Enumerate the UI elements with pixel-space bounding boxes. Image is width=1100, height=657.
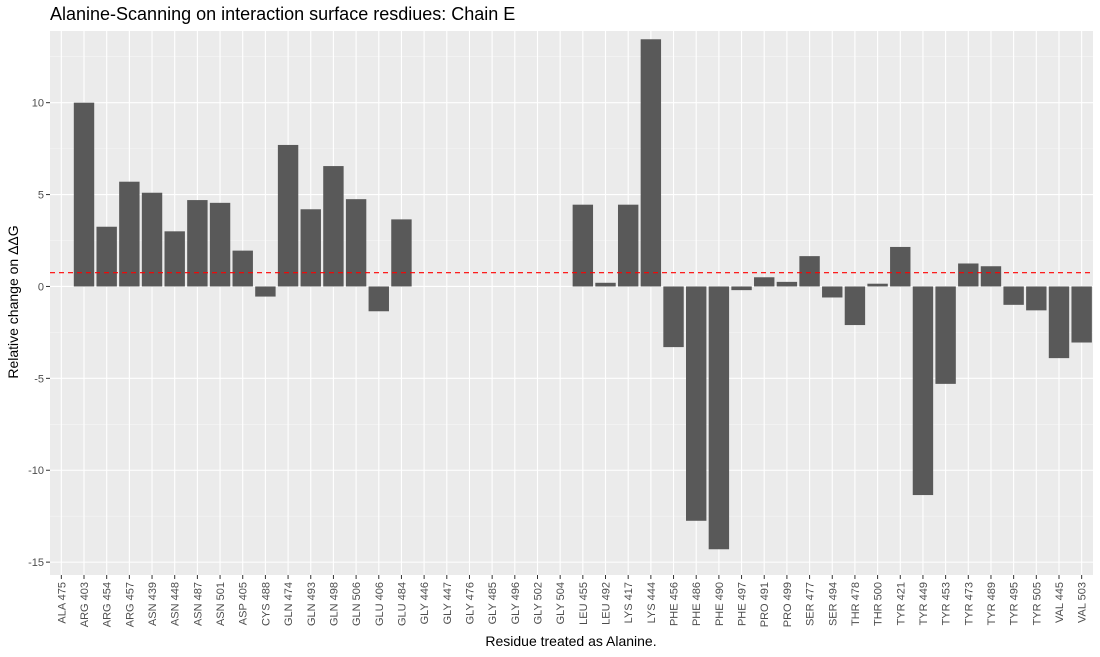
bar — [255, 286, 276, 297]
bar — [776, 281, 798, 287]
x-tick-label: ASN 448 — [170, 582, 182, 626]
x-tick-label: TYR 453 — [941, 582, 953, 625]
x-tick-label: GLY 446 — [419, 582, 431, 624]
bar — [232, 250, 253, 287]
bar — [391, 219, 412, 287]
bar — [1071, 286, 1092, 343]
x-tick-label: GLU 406 — [374, 582, 386, 626]
x-tick-label: VAL 503 — [1077, 582, 1089, 623]
chart-title: Alanine-Scanning on interaction surface … — [50, 4, 515, 24]
x-tick-label: VAL 445 — [1054, 582, 1066, 623]
x-tick-label: TYR 495 — [1009, 582, 1021, 625]
bar — [300, 209, 321, 287]
bar — [686, 286, 707, 521]
bar — [323, 166, 344, 287]
y-tick-label: -15 — [28, 557, 44, 569]
x-tick-label: TYR 489 — [986, 582, 998, 625]
x-tick-label: PHE 497 — [737, 582, 749, 626]
x-tick-label: PRO 499 — [782, 582, 794, 627]
bar — [345, 199, 367, 287]
x-tick-label: ASP 405 — [238, 582, 250, 625]
bar — [935, 286, 956, 384]
bar — [980, 266, 1002, 287]
y-tick-label: -10 — [28, 465, 44, 477]
x-tick-label: CYS 488 — [260, 582, 272, 626]
x-tick-label: ARG 403 — [79, 582, 91, 627]
bar — [731, 286, 752, 291]
x-tick-label: GLU 484 — [396, 582, 408, 626]
grid-lines — [50, 31, 1093, 575]
y-axis: -15 -10 -5 0 5 10 — [28, 98, 50, 569]
x-tick-label: TYR 449 — [918, 582, 930, 625]
bar — [119, 181, 140, 287]
x-tick-label: PRO 491 — [759, 582, 771, 627]
bar — [822, 286, 843, 298]
bar — [708, 286, 730, 550]
x-axis-title: Residue treated as Alanine. — [485, 633, 656, 649]
x-tick-label: LYS 417 — [623, 582, 635, 623]
bar — [640, 39, 662, 287]
x-tick-label: THR 478 — [850, 582, 862, 626]
x-tick-label: GLN 506 — [351, 582, 363, 626]
x-tick-label: SER 477 — [805, 582, 817, 626]
bar — [368, 286, 389, 312]
x-tick-label: GLY 485 — [487, 582, 499, 624]
y-tick-label: -5 — [34, 373, 44, 385]
x-tick-label: GLY 504 — [555, 582, 567, 624]
x-tick-label: GLN 474 — [283, 582, 295, 626]
x-tick-label: SER 494 — [827, 582, 839, 626]
bar — [1048, 286, 1070, 359]
bar — [209, 202, 231, 287]
x-tick-label: GLN 493 — [306, 582, 318, 626]
bar — [754, 277, 775, 287]
bar — [141, 192, 163, 287]
x-tick-label: GLY 476 — [464, 582, 476, 624]
y-tick-label: 10 — [32, 98, 44, 110]
x-tick-label: LEU 492 — [601, 582, 613, 625]
x-tick-label: PHE 456 — [669, 582, 681, 626]
x-tick-label: GLY 502 — [532, 582, 544, 624]
x-tick-label: ASN 487 — [192, 582, 204, 626]
bar — [799, 256, 820, 287]
bar — [595, 282, 616, 287]
x-tick-label: GLY 496 — [510, 582, 522, 624]
y-axis-title: Relative change on ΔΔG — [5, 225, 21, 378]
bar — [867, 283, 888, 287]
x-tick-label: ASN 439 — [147, 582, 159, 626]
bar — [1003, 286, 1024, 305]
x-tick-label: LEU 455 — [578, 582, 590, 625]
x-tick-label: THR 500 — [873, 582, 885, 626]
x-tick-label: LYS 444 — [646, 582, 658, 623]
x-tick-label: GLN 498 — [328, 582, 340, 626]
bar — [73, 102, 95, 287]
bar — [277, 144, 299, 287]
bar — [187, 200, 208, 287]
x-tick-label: PHE 486 — [691, 582, 703, 626]
x-tick-label: TYR 473 — [963, 582, 975, 625]
x-tick-label: TYR 505 — [1031, 582, 1043, 625]
x-tick-label: PHE 490 — [714, 582, 726, 626]
bar — [1026, 286, 1047, 311]
bar — [844, 286, 866, 326]
y-tick-label: 5 — [38, 190, 44, 202]
x-tick-label: ASN 501 — [215, 582, 227, 626]
x-tick-label: ARG 457 — [124, 582, 136, 627]
bars — [73, 39, 1092, 550]
bar — [164, 231, 185, 287]
bar — [890, 246, 911, 287]
x-tick-label: ARG 454 — [102, 582, 114, 627]
bar — [912, 286, 934, 496]
bar — [958, 263, 979, 287]
x-tick-label: GLY 447 — [442, 582, 454, 624]
bar — [572, 204, 594, 287]
bar — [663, 286, 684, 348]
x-tick-label: ALA 475 — [56, 582, 68, 624]
x-axis: ALA 475 ARG 403 ARG 454 ARG 457 ASN 439 ASN 4… — [56, 575, 1089, 627]
y-tick-label: 0 — [38, 281, 44, 293]
x-tick-label: TYR 421 — [895, 582, 907, 625]
bar — [617, 204, 639, 287]
bar — [96, 226, 117, 287]
